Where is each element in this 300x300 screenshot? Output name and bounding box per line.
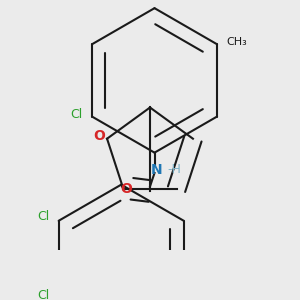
Text: O: O: [120, 182, 132, 196]
Text: Cl: Cl: [71, 108, 83, 121]
Text: N: N: [151, 163, 163, 177]
Text: Cl: Cl: [38, 210, 50, 223]
Text: O: O: [93, 129, 105, 143]
Text: CH₃: CH₃: [226, 37, 247, 47]
Text: Cl: Cl: [38, 289, 50, 300]
Text: -H: -H: [167, 163, 181, 176]
